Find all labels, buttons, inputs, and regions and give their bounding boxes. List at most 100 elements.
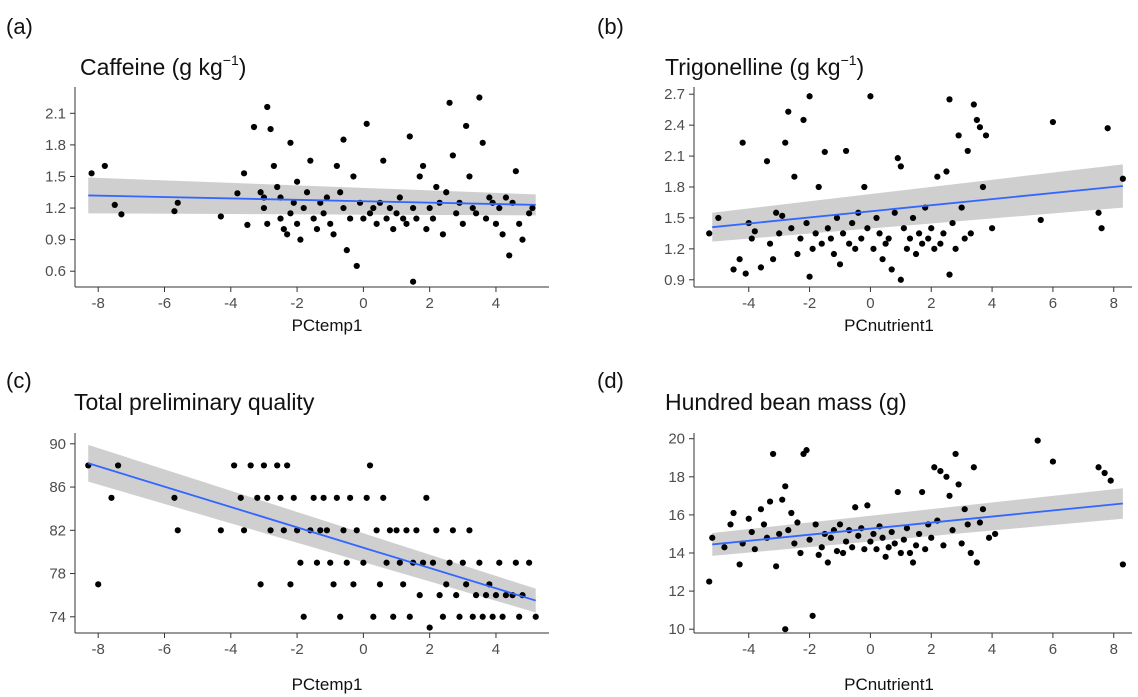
data-point (943, 473, 950, 480)
x-tick-label: 6 (1049, 295, 1057, 312)
data-point (776, 230, 783, 237)
data-point (433, 183, 440, 191)
data-point (806, 536, 813, 543)
data-point (406, 613, 413, 620)
data-point (885, 235, 892, 242)
x-tick-label: -2 (290, 295, 303, 312)
data-point (934, 173, 941, 180)
data-point (526, 210, 533, 217)
data-point (118, 211, 125, 218)
x-axis-label: PCtemp1 (292, 675, 363, 694)
data-point (499, 613, 506, 620)
x-tick-label: -4 (742, 641, 755, 658)
data-point (870, 530, 877, 538)
data-point (748, 235, 755, 242)
data-point (818, 544, 825, 551)
data-point (333, 162, 340, 170)
data-point (864, 225, 871, 232)
data-point (970, 101, 977, 108)
y-tick-label: 0.6 (45, 263, 66, 280)
data-point (257, 189, 264, 196)
data-point (909, 214, 917, 222)
data-point (773, 563, 780, 570)
data-point (955, 481, 962, 488)
data-point (353, 527, 360, 534)
data-point (748, 528, 755, 536)
x-tick-label: 2 (425, 641, 433, 658)
data-point (347, 494, 354, 501)
data-point (1107, 477, 1114, 484)
data-point (174, 527, 181, 534)
data-point (818, 240, 825, 247)
data-point (383, 559, 390, 566)
data-point (794, 519, 801, 526)
data-point (423, 494, 430, 501)
data-point (260, 204, 268, 212)
data-point (456, 613, 463, 620)
x-tick-label: 0 (359, 295, 367, 312)
data-point (433, 527, 440, 534)
x-tick-label: 2 (425, 295, 433, 312)
data-point (906, 235, 914, 242)
data-point (757, 264, 765, 271)
data-point (476, 559, 483, 566)
data-point (390, 613, 397, 620)
data-point (290, 199, 297, 206)
data-point (337, 189, 344, 196)
data-point (785, 527, 792, 534)
y-tick-label: 2.4 (664, 117, 685, 134)
data-point (745, 515, 752, 522)
x-tick-label: -8 (92, 295, 105, 312)
data-point (489, 199, 496, 206)
panel-label: (a) (6, 14, 33, 39)
data-point (940, 230, 947, 237)
data-point (340, 204, 347, 212)
data-point (797, 549, 804, 557)
data-point (915, 230, 923, 237)
data-point (937, 467, 944, 475)
data-point (277, 215, 284, 222)
data-point (482, 592, 490, 599)
data-point (992, 530, 999, 538)
data-point (1034, 437, 1041, 444)
y-tick-label: 1.8 (45, 137, 66, 154)
data-point (806, 93, 813, 100)
data-point (849, 544, 856, 551)
data-point (988, 225, 996, 232)
data-point (766, 240, 774, 247)
data-point (519, 236, 526, 243)
data-point (343, 559, 350, 566)
data-point (274, 183, 281, 191)
data-point (1095, 209, 1102, 216)
data-point (340, 136, 347, 143)
x-tick-label: 4 (988, 295, 996, 312)
data-point (791, 173, 798, 180)
data-point (426, 204, 433, 212)
data-point (809, 245, 816, 252)
x-tick-label: -8 (92, 641, 105, 658)
data-point (240, 170, 248, 177)
data-point (879, 534, 886, 541)
data-point (909, 559, 917, 566)
data-point (946, 96, 953, 103)
data-point (350, 581, 357, 588)
data-point (864, 502, 871, 509)
data-point (821, 148, 828, 156)
x-tick-label: 0 (866, 295, 874, 312)
data-point (906, 549, 914, 557)
data-point (280, 226, 287, 233)
chart-title: Hundred bean mass (g) (665, 389, 907, 415)
x-tick-label: -4 (224, 295, 237, 312)
data-point (293, 220, 301, 227)
data-point (333, 494, 340, 501)
data-point (532, 613, 539, 620)
data-point (439, 613, 447, 620)
data-point (469, 613, 476, 620)
data-point (985, 534, 993, 541)
data-point (800, 116, 807, 124)
data-point (715, 214, 722, 222)
data-point (867, 538, 874, 545)
data-point (891, 209, 898, 216)
data-point (330, 581, 337, 588)
data-point (476, 94, 483, 101)
